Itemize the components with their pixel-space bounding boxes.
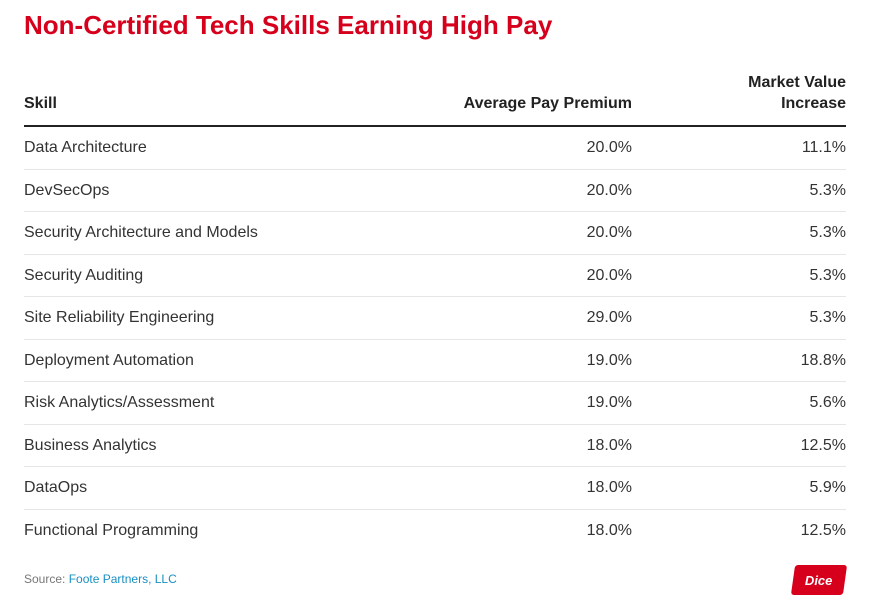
average-pay-premium-cell: 20.0% bbox=[586, 224, 632, 241]
skills-table: Skill Average Pay Premium Market Value I… bbox=[24, 70, 846, 551]
market-value-increase-cell: 18.8% bbox=[800, 351, 846, 369]
skill-cell: Security Auditing bbox=[24, 266, 144, 284]
skill-cell: Functional Programming bbox=[24, 521, 199, 539]
average-pay-premium-cell: 20.0% bbox=[586, 181, 632, 199]
header-skill: Skill bbox=[24, 95, 57, 112]
average-pay-premium-cell: 20.0% bbox=[586, 139, 632, 156]
average-pay-premium-cell: 20.0% bbox=[586, 266, 632, 284]
market-value-increase-cell: 5.9% bbox=[809, 479, 846, 496]
table-header: Skill Average Pay Premium Market Value I… bbox=[24, 70, 846, 127]
page-title: Non-Certified Tech Skills Earning High P… bbox=[24, 10, 553, 40]
average-pay-premium-cell: 29.0% bbox=[586, 309, 632, 326]
market-value-increase-cell: 11.1% bbox=[801, 139, 846, 156]
market-value-increase-cell: 5.6% bbox=[809, 394, 846, 411]
table-row: Business Analytics 18.0% 12.5% bbox=[24, 425, 846, 467]
skill-cell: Business Analytics bbox=[24, 436, 157, 454]
table-row: DataOps 18.0% 5.9% bbox=[24, 467, 846, 510]
average-pay-premium-cell: 18.0% bbox=[586, 479, 632, 496]
market-value-increase-cell: 12.5% bbox=[800, 436, 846, 454]
market-value-increase-cell: 5.3% bbox=[809, 266, 846, 284]
skill-cell: Risk Analytics/Assessment bbox=[24, 394, 215, 411]
table-row: Risk Analytics/Assessment 19.0% 5.6% bbox=[24, 382, 846, 425]
dice-logo[interactable]: Dice bbox=[790, 565, 848, 595]
average-pay-premium-cell: 19.0% bbox=[586, 351, 632, 369]
source-note: Source: Foote Partners, LLC bbox=[24, 572, 177, 586]
table-row: DevSecOps 20.0% 5.3% bbox=[24, 170, 846, 212]
table-row: Security Architecture and Models 20.0% 5.3… bbox=[24, 212, 846, 255]
header-market-value-increase: Market Value Increase bbox=[716, 72, 846, 114]
table-row: Deployment Automation 19.0% 18.8% bbox=[24, 340, 846, 382]
dice-logo-text: Dice bbox=[805, 572, 833, 588]
header-market-line2: Increase bbox=[781, 95, 846, 112]
table-body: Data Architecture 20.0% 11.1% DevSecOps 20.0… bbox=[24, 127, 846, 551]
market-value-increase-cell: 5.3% bbox=[809, 224, 846, 241]
market-value-increase-cell: 5.3% bbox=[809, 181, 846, 199]
header-average-pay-premium: Average Pay Premium bbox=[463, 95, 632, 112]
source-label: Source: bbox=[24, 572, 66, 586]
skill-cell: Data Architecture bbox=[24, 139, 147, 156]
header-market-line1: Market Value bbox=[748, 74, 846, 91]
market-value-increase-cell: 5.3% bbox=[809, 309, 846, 326]
table-row: Functional Programming 18.0% 12.5% bbox=[24, 510, 846, 552]
skill-cell: DataOps bbox=[24, 479, 88, 496]
source-link[interactable]: Foote Partners, LLC bbox=[68, 572, 177, 586]
average-pay-premium-cell: 18.0% bbox=[586, 521, 632, 539]
table-row: Data Architecture 20.0% 11.1% bbox=[24, 127, 846, 170]
skill-cell: Deployment Automation bbox=[24, 351, 194, 369]
table-row: Site Reliability Engineering 29.0% 5.3% bbox=[24, 297, 846, 340]
average-pay-premium-cell: 18.0% bbox=[586, 436, 632, 454]
table-row: Security Auditing 20.0% 5.3% bbox=[24, 255, 846, 297]
skill-cell: DevSecOps bbox=[24, 181, 110, 199]
market-value-increase-cell: 12.5% bbox=[800, 521, 846, 539]
skill-cell: Site Reliability Engineering bbox=[24, 309, 215, 326]
average-pay-premium-cell: 19.0% bbox=[586, 394, 632, 411]
skill-cell: Security Architecture and Models bbox=[24, 224, 258, 241]
